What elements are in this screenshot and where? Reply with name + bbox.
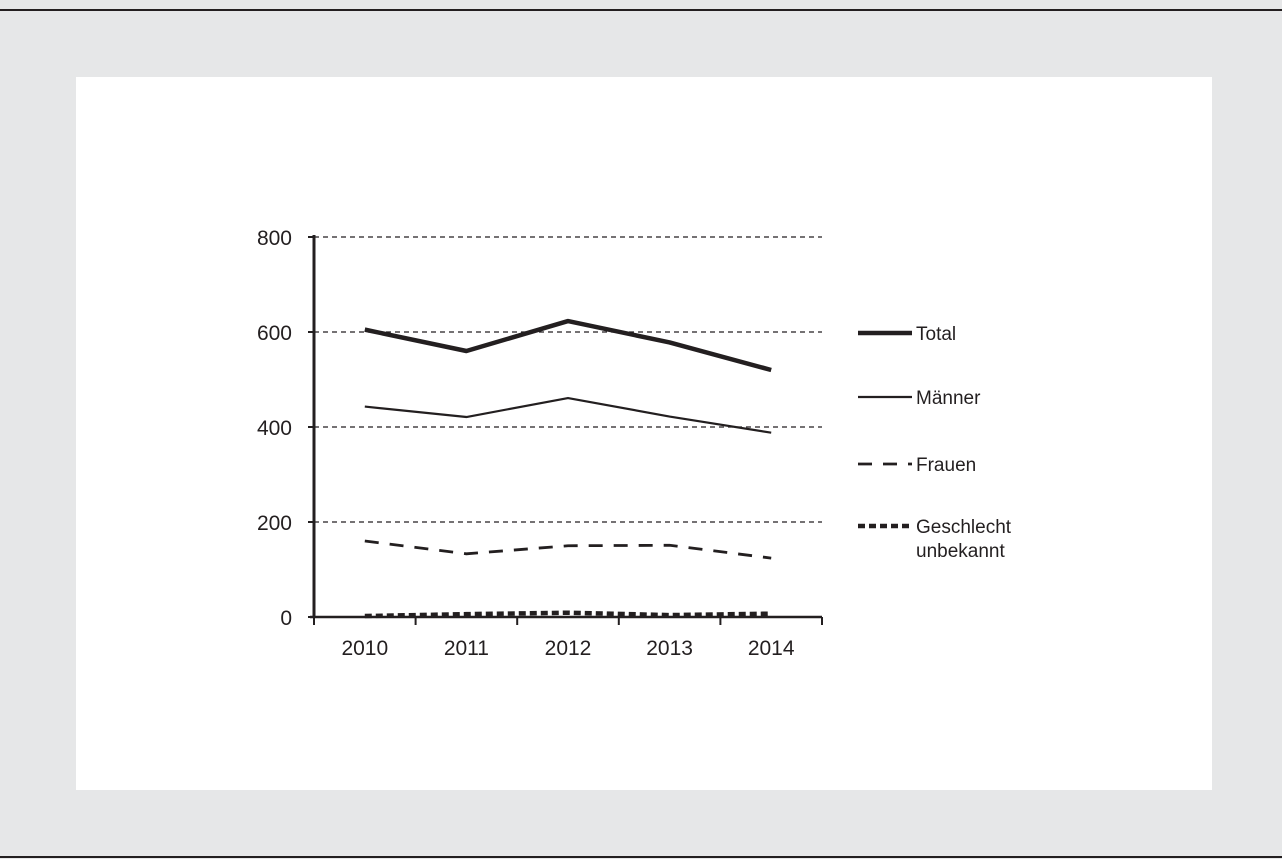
legend-label: Männer [916,388,981,409]
legend-label: Geschlecht [916,517,1012,538]
grid [314,236,822,523]
series [364,318,772,619]
legend-label: Frauen [916,455,976,476]
y-tick-label: 0 [280,607,292,630]
bottom-rule [0,856,1282,858]
series-line-0 [364,318,772,373]
legend-label: Total [916,324,956,345]
legend-label: unbekannt [916,541,1005,562]
y-tick-label: 400 [257,417,292,440]
legend: Total Männer Frauen Geschlecht unbekannt [858,324,1012,562]
series-line-1 [364,396,772,434]
axes: 0 200 400 600 800 2010 2011 2012 2013 2014 [257,227,823,660]
line-chart: 0 200 400 600 800 2010 2011 2012 2013 2014 Total M… [257,227,1012,660]
y-tick-label: 600 [257,322,292,345]
x-tick-label: 2010 [341,637,388,660]
x-tick-label: 2014 [748,637,795,660]
x-tick-label: 2013 [646,637,693,660]
y-tick-label: 800 [257,227,292,250]
chart-panel: 0 200 400 600 800 2010 2011 2012 2013 2014 Total M… [76,77,1212,790]
x-tick-label: 2012 [545,637,592,660]
x-tick-label: 2011 [444,637,489,660]
top-rule [0,9,1282,11]
series-line-2 [364,539,772,560]
series-line-3 [364,610,772,619]
y-tick-label: 200 [257,512,292,535]
